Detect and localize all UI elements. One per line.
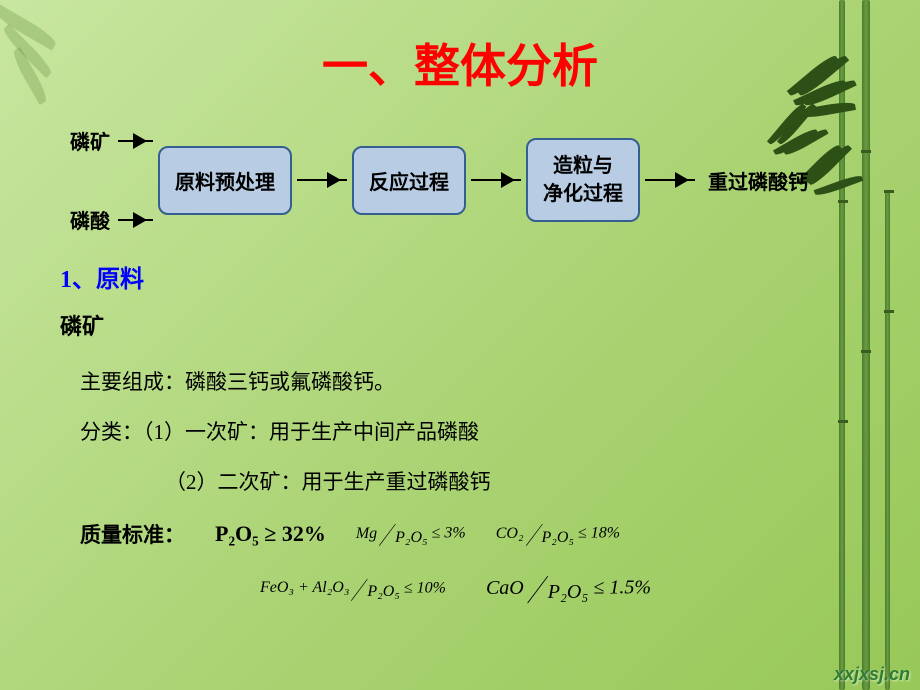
formula-feo: FeO₃ + Al₂O₃ ／ P₂O₅ ≤ 10%: [260, 571, 446, 606]
section-header: 1、原料: [60, 259, 860, 294]
formula-co2: CO₂ ／ P₂O₅ ≤ 18%: [496, 516, 620, 551]
quality-line-1: 质量标准： P₂O₅ ≥ 32% Mg ／ P₂O₅ ≤ 3% CO₂ ／ P₂…: [80, 516, 860, 551]
classification-line-2: （2）二次矿：用于生产重过磷酸钙: [165, 466, 860, 496]
formula-mg: Mg ／ P₂O₅ ≤ 3%: [356, 516, 466, 551]
arrow-icon: [471, 179, 521, 181]
section-subtitle: 磷矿: [60, 309, 860, 341]
flow-box-2: 反应过程: [352, 146, 466, 215]
arrow-icon: [645, 179, 695, 181]
formula-cao: CaO ／ P₂O₅ ≤ 1.5%: [486, 566, 651, 610]
arrow-icon: [118, 140, 153, 142]
arrow-icon: [297, 179, 347, 181]
classification-line-1: 分类：（1）一次矿：用于生产中间产品磷酸: [80, 416, 860, 446]
input-label-2: 磷酸: [70, 205, 110, 234]
flow-diagram: 磷矿 磷酸 原料预处理 反应过程 造粒与 净化过程 重过磷酸钙: [70, 126, 860, 234]
flow-box-1: 原料预处理: [158, 146, 292, 215]
slide-title: 一、整体分析: [60, 30, 860, 96]
watermark: xxjxsj.cn: [834, 664, 910, 685]
slide-content: 一、整体分析 磷矿 磷酸 原料预处理 反应过程 造粒与 净化过程 重过磷酸钙 1…: [0, 0, 920, 655]
composition-text: 主要组成：磷酸三钙或氟磷酸钙。: [80, 366, 860, 396]
flow-box-3: 造粒与 净化过程: [526, 138, 640, 222]
formula-p2o5: P₂O₅ ≥ 32%: [215, 521, 326, 547]
arrow-icon: [118, 219, 153, 221]
flow-inputs: 磷矿 磷酸: [70, 126, 153, 234]
input-label-1: 磷矿: [70, 126, 110, 155]
flow-output: 重过磷酸钙: [708, 166, 808, 195]
quality-line-2: FeO₃ + Al₂O₃ ／ P₂O₅ ≤ 10% CaO ／ P₂O₅ ≤ 1…: [260, 566, 860, 610]
